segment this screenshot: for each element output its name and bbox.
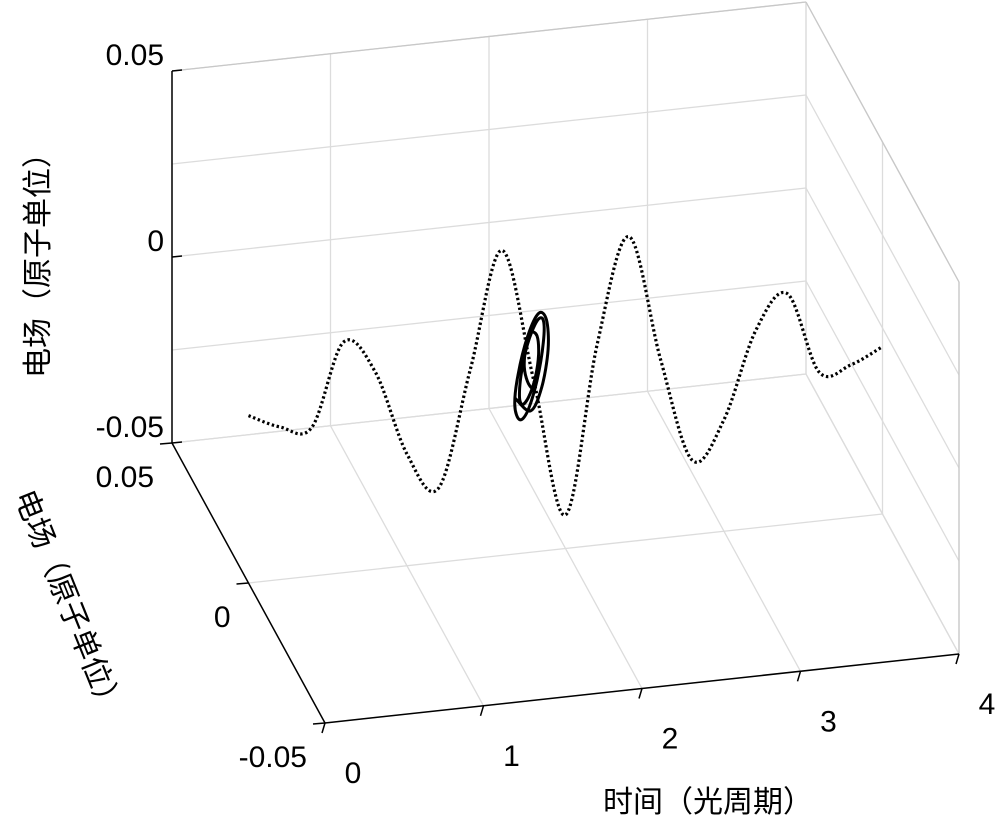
x-tick-label: 2: [662, 723, 679, 756]
side-gridline-z: [805, 280, 960, 562]
back-gridline-z: [171, 187, 807, 258]
box-edge: [171, 1, 807, 72]
back-gridline-z: [171, 280, 807, 351]
floor-gridline-y: [248, 513, 883, 584]
y-tick-label: 0: [214, 601, 231, 634]
x-tick-label: 0: [345, 757, 362, 790]
x-tick-mark: [796, 671, 802, 682]
x-tick-label: 3: [820, 705, 837, 738]
y-tick-label: 0.05: [96, 461, 154, 494]
x-tick-mark: [479, 705, 485, 717]
y-tick-mark: [312, 722, 326, 725]
z-tick-label: -0.05: [96, 411, 164, 444]
y-tick-label: -0.05: [239, 741, 307, 774]
z-tick-mark: [171, 441, 183, 444]
series-layer: [247, 235, 884, 517]
z-tick-mark: [171, 69, 183, 72]
ticks-layer: 0 1 2 3 4 -0.05 0 0.05 -0.05 0 0.05: [96, 39, 996, 790]
z-tick-label: 0: [147, 225, 164, 258]
x-tick-label: 1: [503, 740, 520, 773]
z-tick-mark: [171, 255, 183, 258]
y-tick-mark: [236, 582, 249, 585]
x-tick-mark: [955, 653, 960, 665]
x-axis-title: 时间（光周期）: [603, 785, 813, 820]
back-gridline-z: [171, 373, 807, 444]
axes-layer: [171, 71, 960, 724]
series-line-solid: [513, 310, 550, 422]
side-gridline-z: [805, 187, 960, 469]
series-line-dotted: [247, 235, 884, 517]
back-gridline-z: [171, 94, 807, 165]
x-tick-label: 4: [979, 688, 996, 721]
x-tick-mark: [321, 722, 326, 734]
box-edge: [805, 1, 960, 283]
z-axis-title: 电场（原子单位）: [21, 138, 56, 378]
y-tick-mark: [159, 442, 173, 445]
x-tick-mark: [638, 688, 643, 699]
side-gridline-z: [805, 373, 960, 655]
grid-layer: [171, 1, 960, 724]
y-axis-title: 电场（原子单位）: [7, 485, 129, 721]
z-tick-label: 0.05: [106, 39, 164, 72]
side-gridline-z: [805, 94, 960, 376]
